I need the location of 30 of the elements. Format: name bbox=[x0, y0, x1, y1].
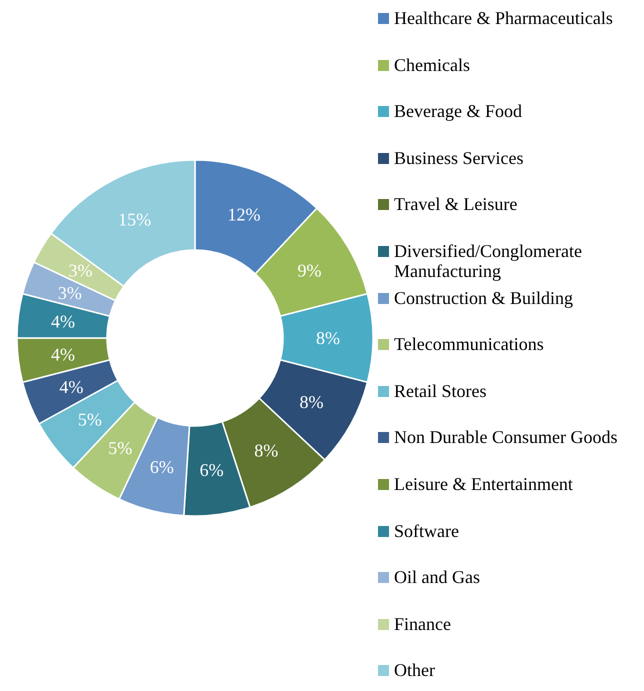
data-label: 5% bbox=[108, 438, 132, 458]
legend-label: Software bbox=[394, 520, 459, 541]
data-label: 6% bbox=[150, 456, 174, 477]
data-label: 8% bbox=[254, 440, 278, 460]
data-label: 12% bbox=[227, 204, 260, 224]
legend-label: Diversified/Conglomerate Manufacturing bbox=[394, 240, 583, 281]
data-label: 9% bbox=[297, 260, 322, 280]
legend-label: Oil and Gas bbox=[394, 567, 480, 588]
data-label: 8% bbox=[300, 392, 324, 412]
data-label: 4% bbox=[51, 311, 76, 332]
legend-label: Non Durable Consumer Goods bbox=[394, 427, 618, 448]
data-label: 4% bbox=[51, 344, 76, 365]
data-label: 15% bbox=[118, 209, 152, 230]
data-label: 8% bbox=[316, 328, 340, 348]
legend-label: Construction & Building bbox=[394, 288, 574, 308]
legend-label: Leisure & Entertainment bbox=[394, 474, 573, 494]
legend-label: Retail Stores bbox=[394, 380, 486, 401]
legend-label: Travel & Leisure bbox=[394, 194, 518, 214]
data-label: 6% bbox=[200, 460, 224, 480]
data-label: 4% bbox=[59, 376, 84, 397]
data-label: 5% bbox=[78, 410, 102, 430]
legend-label: Healthcare & Pharmaceuticals bbox=[394, 8, 613, 28]
legend-label: Telecommunications bbox=[394, 334, 544, 354]
legend-label: Beverage & Food bbox=[394, 101, 522, 122]
legend-label: Chemicals bbox=[394, 54, 470, 75]
data-label: 3% bbox=[58, 282, 82, 303]
legend-label: Finance bbox=[394, 614, 451, 634]
data-label: 3% bbox=[68, 260, 93, 280]
legend-label: Other bbox=[394, 660, 435, 680]
legend-label: Business Services bbox=[394, 148, 524, 168]
